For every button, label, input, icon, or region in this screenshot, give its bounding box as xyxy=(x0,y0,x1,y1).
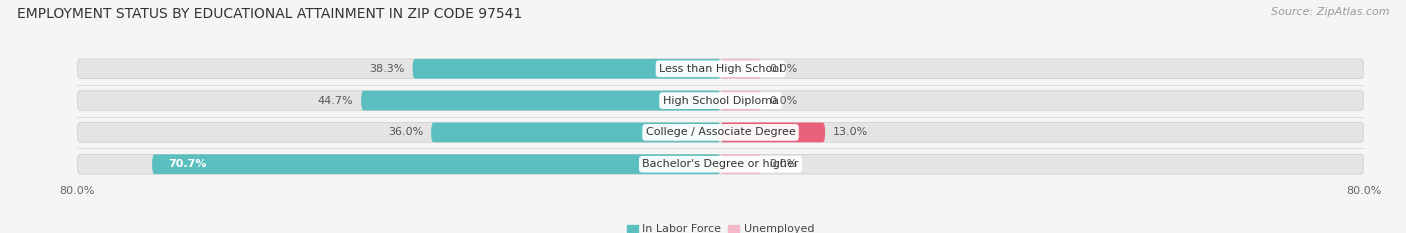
Text: 13.0%: 13.0% xyxy=(834,127,869,137)
Text: College / Associate Degree: College / Associate Degree xyxy=(645,127,796,137)
Text: 44.7%: 44.7% xyxy=(318,96,353,106)
FancyBboxPatch shape xyxy=(721,154,761,174)
FancyBboxPatch shape xyxy=(432,123,721,142)
Text: 0.0%: 0.0% xyxy=(769,96,797,106)
Legend: In Labor Force, Unemployed: In Labor Force, Unemployed xyxy=(623,220,818,233)
FancyBboxPatch shape xyxy=(721,59,761,79)
Text: Source: ZipAtlas.com: Source: ZipAtlas.com xyxy=(1271,7,1389,17)
FancyBboxPatch shape xyxy=(77,91,1364,110)
Text: 38.3%: 38.3% xyxy=(370,64,405,74)
FancyBboxPatch shape xyxy=(152,154,721,174)
Text: Less than High School: Less than High School xyxy=(659,64,782,74)
FancyBboxPatch shape xyxy=(721,123,825,142)
Text: 0.0%: 0.0% xyxy=(769,64,797,74)
Text: 0.0%: 0.0% xyxy=(769,159,797,169)
FancyBboxPatch shape xyxy=(412,59,721,79)
Text: Bachelor's Degree or higher: Bachelor's Degree or higher xyxy=(643,159,799,169)
FancyBboxPatch shape xyxy=(77,154,1364,174)
FancyBboxPatch shape xyxy=(77,123,1364,142)
FancyBboxPatch shape xyxy=(721,91,761,110)
FancyBboxPatch shape xyxy=(361,91,721,110)
FancyBboxPatch shape xyxy=(77,59,1364,79)
Text: EMPLOYMENT STATUS BY EDUCATIONAL ATTAINMENT IN ZIP CODE 97541: EMPLOYMENT STATUS BY EDUCATIONAL ATTAINM… xyxy=(17,7,522,21)
Text: High School Diploma: High School Diploma xyxy=(662,96,779,106)
Text: 36.0%: 36.0% xyxy=(388,127,423,137)
Text: 70.7%: 70.7% xyxy=(169,159,207,169)
